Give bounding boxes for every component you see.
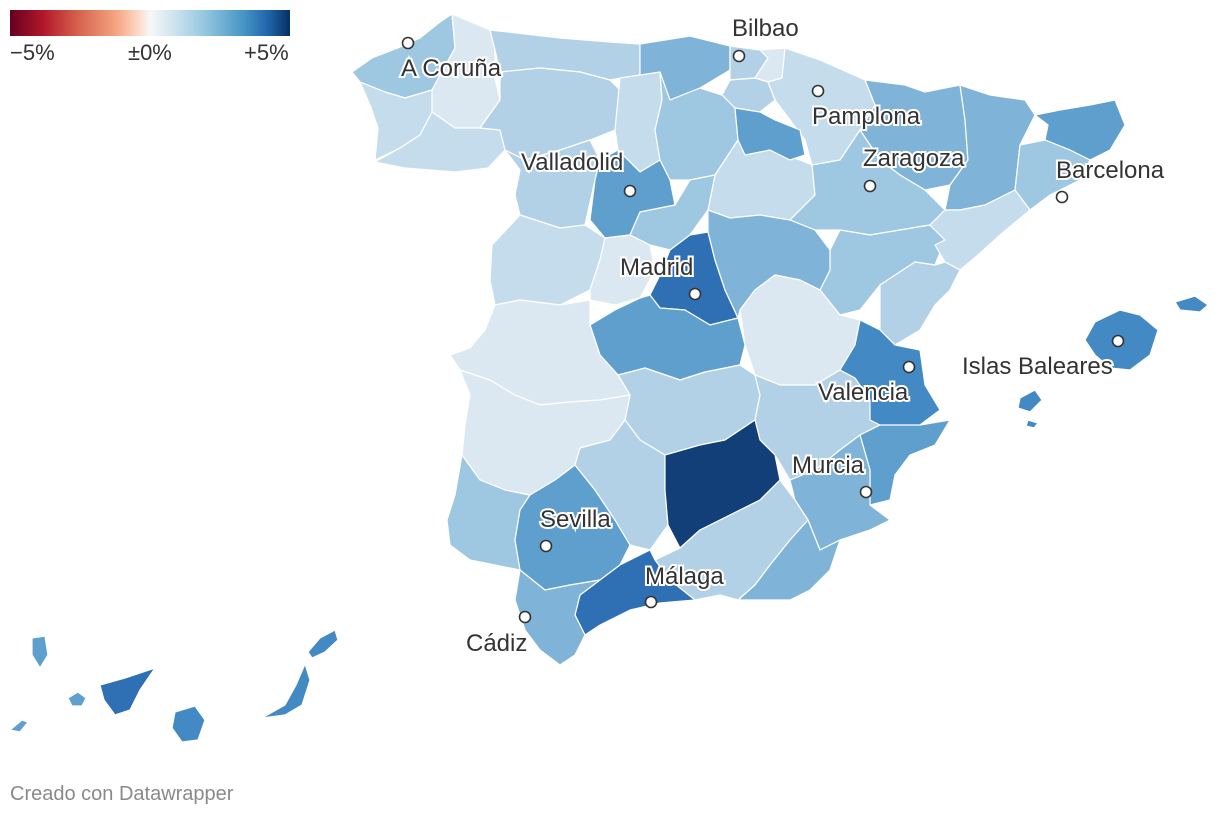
island-formentera[interactable] bbox=[1025, 419, 1039, 429]
legend-gradient-bar bbox=[10, 10, 290, 36]
city-label-murcia: Murcia bbox=[792, 452, 865, 479]
city-label-pamplona: Pamplona bbox=[812, 103, 921, 130]
island-la-gomera[interactable] bbox=[67, 691, 87, 707]
island-menorca[interactable] bbox=[1174, 295, 1209, 313]
city-marker-a-coruna bbox=[401, 36, 415, 50]
city-marker-valencia bbox=[902, 360, 916, 374]
city-marker-sevilla bbox=[539, 539, 553, 553]
province-valencia[interactable] bbox=[839, 319, 941, 431]
province-salamanca[interactable] bbox=[489, 214, 606, 306]
city-label-islas-baleares: Islas Baleares bbox=[962, 353, 1113, 380]
city-label-madrid: Madrid bbox=[620, 254, 693, 281]
legend-min-label: −5% bbox=[10, 40, 55, 65]
province-la-rioja[interactable] bbox=[734, 107, 806, 161]
province-tarragona[interactable] bbox=[929, 189, 1031, 271]
city-marker-murcia bbox=[859, 485, 873, 499]
island-la-palma[interactable] bbox=[31, 635, 49, 669]
province-alicante[interactable] bbox=[859, 419, 951, 506]
city-marker-islas-baleares bbox=[1111, 334, 1125, 348]
city-marker-bilbao bbox=[732, 49, 746, 63]
province-almeria[interactable] bbox=[737, 519, 841, 601]
city-marker-valladolid bbox=[623, 184, 637, 198]
city-markers-layer: A Coruña Bilbao Pamplona Valladolid Zaragoza… bbox=[399, 13, 1167, 659]
city-label-valencia: Valencia bbox=[818, 379, 909, 406]
datawrapper-credit: Creado con Datawrapper bbox=[10, 783, 234, 805]
island-fuerteventura[interactable] bbox=[261, 663, 311, 719]
city-marker-malaga bbox=[644, 595, 658, 609]
island-tenerife[interactable] bbox=[99, 667, 156, 716]
provinces-layer bbox=[9, 13, 1209, 743]
province-avila[interactable] bbox=[589, 234, 656, 306]
city-marker-pamplona bbox=[811, 84, 825, 98]
city-label-malaga: Málaga bbox=[645, 563, 724, 590]
island-lanzarote[interactable] bbox=[307, 629, 339, 659]
city-label-sevilla: Sevilla bbox=[540, 506, 611, 533]
legend-mid-label: ±0% bbox=[128, 40, 172, 65]
island-gran-canaria[interactable] bbox=[171, 705, 206, 743]
city-label-barcelona: Barcelona bbox=[1056, 157, 1165, 184]
island-el-hierro[interactable] bbox=[9, 719, 29, 733]
city-label-bilbao: Bilbao bbox=[732, 15, 799, 42]
province-zamora[interactable] bbox=[504, 139, 601, 229]
province-cadiz[interactable] bbox=[514, 569, 601, 666]
city-label-cadiz: Cádiz bbox=[466, 630, 527, 657]
province-castellon[interactable] bbox=[879, 261, 961, 346]
legend-max-label: +5% bbox=[244, 40, 289, 65]
city-label-a-coruna: A Coruña bbox=[401, 55, 502, 82]
city-marker-cadiz bbox=[518, 610, 532, 624]
island-ibiza[interactable] bbox=[1017, 389, 1043, 413]
city-marker-barcelona bbox=[1055, 190, 1069, 204]
color-legend: −5% ±0% +5% bbox=[10, 10, 290, 65]
city-marker-madrid bbox=[688, 287, 702, 301]
city-label-valladolid: Valladolid bbox=[521, 149, 623, 176]
city-label-zaragoza: Zaragoza bbox=[863, 145, 965, 172]
city-marker-zaragoza bbox=[863, 179, 877, 193]
